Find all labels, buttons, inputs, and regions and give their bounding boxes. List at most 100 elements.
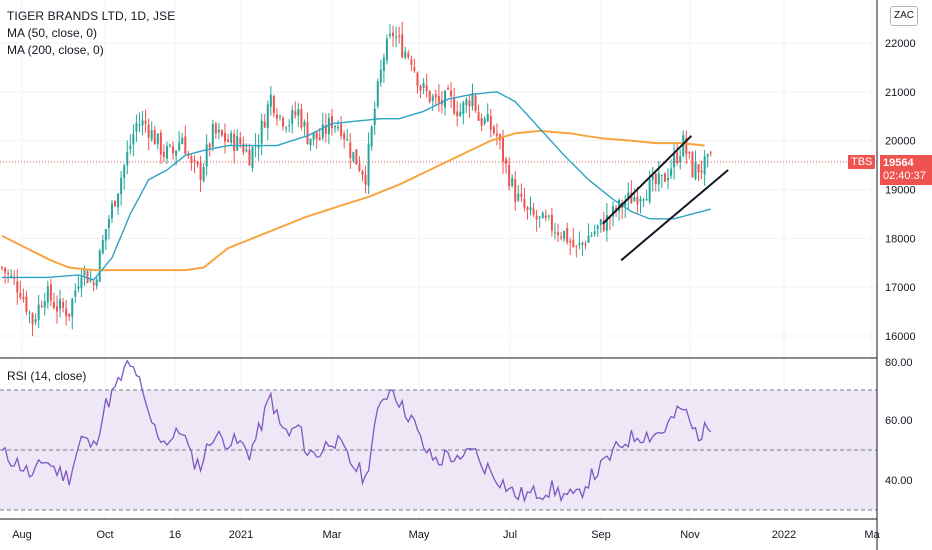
candle-body <box>288 124 291 126</box>
candle-body <box>126 151 129 166</box>
candle-body <box>55 306 58 312</box>
candle-body <box>685 137 688 154</box>
candle-body <box>227 139 230 142</box>
rsi-tick-label: 40.00 <box>885 475 913 487</box>
candle-body <box>89 279 92 282</box>
price-tick-label: 20000 <box>885 136 916 148</box>
candle-body <box>657 173 660 185</box>
candle-body <box>468 100 471 107</box>
symbol-title[interactable]: TIGER BRANDS LTD, 1D, JSE <box>7 9 176 23</box>
candle-body <box>120 177 123 195</box>
candle-body <box>670 168 673 176</box>
candle-body <box>282 117 285 127</box>
candle-body <box>373 108 376 126</box>
candle-body <box>376 81 379 107</box>
candle-body <box>77 286 80 289</box>
candle-body <box>605 215 608 231</box>
candle-body <box>272 96 275 114</box>
time-axis[interactable]: Aug Oct 16 2021 Mar May Jul Sep Nov 2022 Ma <box>12 529 880 541</box>
candle-body <box>697 164 700 173</box>
candle-body <box>407 53 410 58</box>
candle-body <box>107 219 110 228</box>
ma200-legend[interactable]: MA (200, close, 0) <box>7 43 104 57</box>
candle-body <box>208 143 211 148</box>
time-tick-label: 16 <box>169 529 181 541</box>
candle-body <box>199 163 202 180</box>
candle-body <box>214 123 217 134</box>
candle-body <box>395 36 398 38</box>
time-tick-label: Mar <box>323 529 342 541</box>
candle-body <box>355 149 358 165</box>
candle-body <box>456 111 459 117</box>
channel-line[interactable] <box>620 169 729 262</box>
candle-body <box>495 133 498 136</box>
candle-body <box>624 202 627 207</box>
candle-body <box>459 111 462 116</box>
candle-body <box>645 198 648 201</box>
ma50-legend[interactable]: MA (50, close, 0) <box>7 26 98 40</box>
candle-body <box>144 120 147 124</box>
candle-body <box>428 90 431 102</box>
candle-body <box>633 197 636 202</box>
candle-body <box>550 214 553 231</box>
candle-body <box>413 67 416 71</box>
candle-body <box>511 177 514 186</box>
channel-line[interactable] <box>602 135 693 225</box>
candle-body <box>364 174 367 185</box>
currency-button[interactable]: ZAC <box>890 6 918 26</box>
price-axis[interactable]: 16000 17000 18000 19000 20000 21000 22000 <box>885 38 916 343</box>
candle-body <box>10 275 13 277</box>
candle-body <box>584 243 587 246</box>
candle-body <box>269 94 272 107</box>
candle-body <box>676 152 679 163</box>
candle-body <box>361 170 364 176</box>
candle-body <box>523 198 526 208</box>
candle-body <box>80 277 83 289</box>
candle-body <box>330 116 333 128</box>
main-legend: TIGER BRANDS LTD, 1D, JSE MA (50, close,… <box>7 8 175 59</box>
countdown-value: 02:40:37 <box>883 170 926 182</box>
candle-body <box>28 312 31 314</box>
candle-body <box>285 127 288 129</box>
candle-body <box>340 124 343 137</box>
candle-body <box>309 138 312 146</box>
candle-body <box>538 216 541 218</box>
candle-body <box>74 290 77 297</box>
candle-body <box>141 120 144 126</box>
candle-body <box>138 124 141 126</box>
candle-body <box>315 132 318 139</box>
candle-body <box>193 160 196 162</box>
candle-body <box>425 85 428 91</box>
candle-body <box>660 175 663 177</box>
trend-channel[interactable] <box>602 135 729 262</box>
candle-body <box>275 114 278 119</box>
last-price-tag: 19564 02:40:37 <box>880 155 932 185</box>
candle-body <box>236 136 239 151</box>
candle-body <box>587 235 590 243</box>
candle-body <box>306 122 309 144</box>
time-tick-label: Jul <box>503 529 517 541</box>
candle-body <box>114 201 117 207</box>
candle-body <box>691 152 694 178</box>
candle-body <box>608 217 611 219</box>
rsi-axis[interactable]: 80.00 40.00 60.00 <box>885 357 913 487</box>
candle-body <box>630 192 633 204</box>
candle-body <box>251 147 254 168</box>
candle-body <box>153 129 156 145</box>
candle-body <box>379 69 382 83</box>
candle-body <box>321 124 324 138</box>
candle-body <box>165 146 168 159</box>
time-tick-label: 2022 <box>772 529 796 541</box>
rsi-level-lines <box>0 389 877 511</box>
candle-body <box>706 153 709 157</box>
candle-body <box>300 109 303 128</box>
candle-body <box>709 152 712 154</box>
candle-body <box>666 177 669 181</box>
candle-body <box>367 143 370 186</box>
price-tick-label: 21000 <box>885 87 916 99</box>
time-tick-label: Nov <box>680 529 700 541</box>
candle-body <box>688 151 691 153</box>
rsi-legend-label[interactable]: RSI (14, close) <box>7 369 87 383</box>
candle-body <box>434 94 437 98</box>
